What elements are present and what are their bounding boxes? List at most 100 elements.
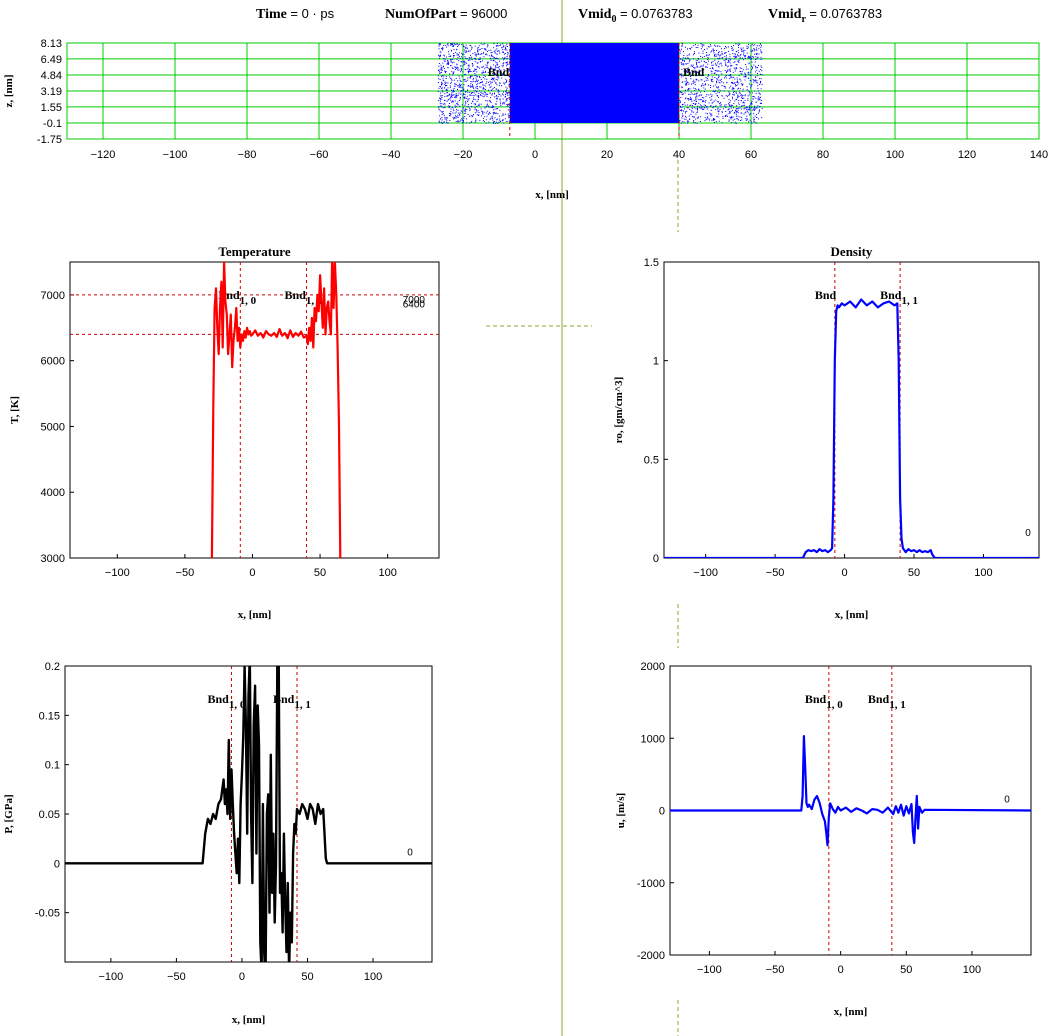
particle xyxy=(717,87,719,89)
particle xyxy=(447,51,449,53)
particle xyxy=(462,71,464,73)
particle xyxy=(731,116,732,118)
particle xyxy=(468,84,469,86)
particle xyxy=(488,49,490,51)
particle xyxy=(460,90,462,92)
particle xyxy=(504,56,506,58)
particle xyxy=(739,43,741,45)
particle xyxy=(681,45,683,47)
particle xyxy=(459,112,461,114)
particle xyxy=(497,96,499,98)
particle xyxy=(728,103,729,105)
density-x-axis-label: x, [nm] xyxy=(835,609,869,621)
particle xyxy=(496,119,498,121)
particle xyxy=(702,106,704,108)
particle xyxy=(697,105,699,107)
particle xyxy=(460,80,462,82)
particle xyxy=(464,100,466,102)
particle xyxy=(728,104,730,106)
particle xyxy=(756,107,758,109)
particle xyxy=(717,53,719,55)
particle xyxy=(695,102,697,104)
particle xyxy=(725,64,727,66)
particle xyxy=(447,122,449,124)
particle xyxy=(727,94,729,96)
particle xyxy=(496,97,498,99)
particle xyxy=(503,114,505,116)
particle xyxy=(686,120,688,122)
particle xyxy=(688,99,689,101)
particle xyxy=(475,103,476,105)
particle xyxy=(493,43,495,45)
particle xyxy=(507,104,508,106)
particle xyxy=(719,55,721,57)
particle xyxy=(749,105,750,107)
particle xyxy=(440,92,441,94)
particle xyxy=(464,60,466,62)
particle xyxy=(451,67,453,69)
particle xyxy=(476,111,478,113)
particle xyxy=(476,84,478,85)
particle xyxy=(718,89,720,91)
particle xyxy=(499,72,501,74)
particle xyxy=(711,114,713,116)
particle xyxy=(693,94,695,95)
particle xyxy=(443,65,444,67)
particle xyxy=(705,106,707,108)
particle xyxy=(721,85,723,87)
particle xyxy=(466,47,468,49)
particle xyxy=(726,58,727,60)
particle xyxy=(682,93,684,95)
particle xyxy=(458,56,460,58)
pressure-y-tick-label: 0.15 xyxy=(39,710,60,722)
particle xyxy=(751,50,753,52)
particle xyxy=(479,86,481,88)
particle xyxy=(470,45,472,47)
particle xyxy=(439,71,440,73)
particle xyxy=(727,62,729,63)
particle xyxy=(457,101,459,103)
particle xyxy=(475,94,477,96)
particle xyxy=(450,113,452,115)
particle xyxy=(692,103,694,104)
particle xyxy=(490,86,492,88)
particle xyxy=(463,89,464,91)
particle xyxy=(495,79,497,80)
particle xyxy=(758,99,760,101)
particle xyxy=(467,71,469,73)
particle xyxy=(744,58,746,59)
particle xyxy=(729,87,731,89)
particle xyxy=(706,78,708,79)
particle xyxy=(685,112,686,114)
particle xyxy=(721,52,723,54)
particle xyxy=(761,45,762,47)
particle xyxy=(499,82,501,84)
particle xyxy=(717,116,719,118)
particle xyxy=(500,105,502,107)
particle xyxy=(719,54,721,56)
particle xyxy=(490,81,492,83)
temperature-points xyxy=(211,262,341,558)
particle xyxy=(741,73,743,75)
particle xyxy=(438,70,439,72)
particle xyxy=(696,64,698,66)
particle xyxy=(716,62,718,64)
particle xyxy=(739,78,741,80)
particles-x-tick-label: −20 xyxy=(454,149,473,161)
particle xyxy=(474,68,476,70)
particle xyxy=(450,60,452,62)
particle xyxy=(483,51,485,53)
particle xyxy=(479,90,481,92)
particle xyxy=(451,89,453,91)
particle xyxy=(710,93,712,95)
particle xyxy=(739,120,741,121)
density-y-tick-label: 1 xyxy=(653,356,659,368)
particle xyxy=(681,62,682,64)
particle xyxy=(756,80,758,82)
particle xyxy=(496,88,498,90)
velocity-boundary-label-0: Bnd1, 0 xyxy=(805,692,843,711)
particle xyxy=(706,108,708,110)
particle xyxy=(715,105,717,107)
particle xyxy=(485,94,487,96)
particle xyxy=(453,48,455,50)
